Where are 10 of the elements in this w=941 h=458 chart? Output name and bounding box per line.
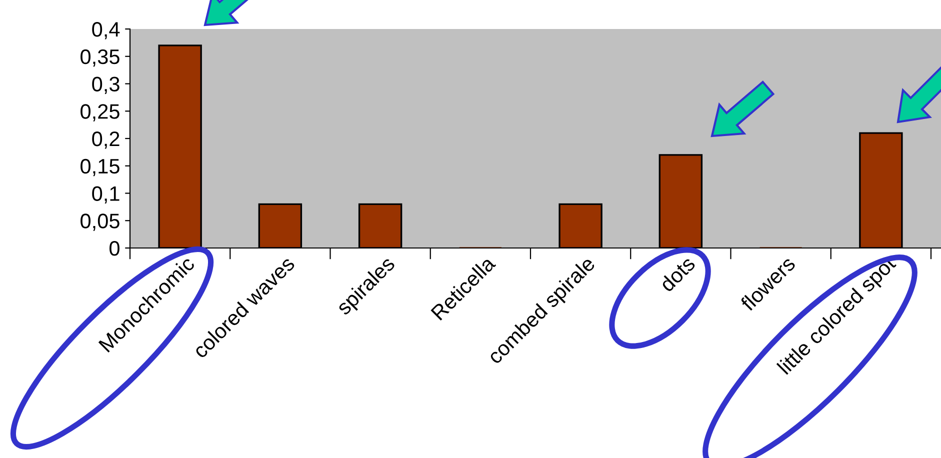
x-tick-label: dots: [658, 255, 696, 293]
y-tick-label: 0,3: [92, 76, 120, 94]
y-tick-label: 0,4: [92, 22, 120, 40]
y-tick-label: 0: [110, 241, 120, 256]
y-tick-label: 0,35: [80, 49, 120, 67]
y-tick-label: 0,2: [92, 132, 120, 149]
y-tick-label: 0,25: [80, 104, 120, 122]
y-tick-label: 0,1: [92, 186, 120, 204]
y-tick-label: 0,05: [80, 214, 120, 231]
y-tick-label: 0,15: [80, 158, 120, 176]
